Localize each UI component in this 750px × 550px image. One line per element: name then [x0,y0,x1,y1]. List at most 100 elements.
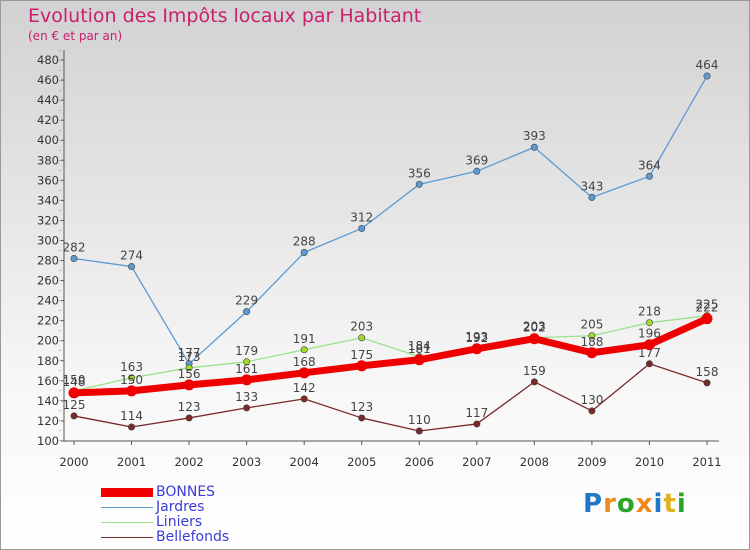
data-point-jardres [530,143,538,151]
data-label-bellefonds: 177 [638,346,661,360]
data-point-bonnes [126,385,138,397]
data-label-bonnes: 175 [350,348,373,362]
data-label-jardres: 282 [63,241,86,255]
data-point-bonnes [528,333,540,345]
data-label-jardres: 364 [638,158,661,172]
y-tick-label: 380 [37,153,59,167]
data-point-bonnes [68,387,80,399]
data-point-bellefonds [473,420,481,428]
series-line-bellefonds [73,363,708,432]
data-label-jardres: 369 [465,153,488,167]
data-label-liniers: 173 [178,350,201,364]
logo-letter: x [635,489,654,519]
data-label-liniers: 203 [523,320,546,334]
y-tick-label: 400 [37,133,59,147]
y-tick-label: 460 [37,73,59,87]
y-tick-label: 180 [37,354,59,368]
data-point-jardres [588,193,596,201]
data-point-bonnes [241,374,253,386]
y-tick-label: 140 [37,394,59,408]
data-point-bellefonds [645,360,653,368]
y-tick-label: 120 [37,414,59,428]
series-line-liniers [73,315,708,392]
legend-swatch-bellefonds [101,537,153,538]
data-label-bellefonds: 159 [523,364,546,378]
data-label-liniers: 150 [63,373,86,387]
x-tick-label: 2006 [405,455,434,469]
data-point-jardres [128,263,136,271]
chart-title: Evolution des Impôts locaux par Habitant [28,5,422,27]
x-tick-label: 2001 [117,455,146,469]
data-label-bonnes: 181 [408,342,431,356]
data-label-bellefonds: 123 [350,400,373,414]
data-point-bonnes [586,347,598,359]
data-label-bonnes: 192 [465,331,488,345]
data-point-jardres [70,255,78,263]
data-label-bellefonds: 110 [408,413,431,427]
y-tick-label: 220 [37,314,59,328]
series-line-bonnes [70,315,711,397]
data-label-liniers: 193 [465,330,488,344]
data-point-liniers [243,358,251,366]
data-point-jardres [243,308,251,316]
data-label-bellefonds: 133 [235,390,258,404]
data-point-bellefonds [243,404,251,412]
proxiti-logo: Proxiti [583,489,687,519]
data-point-bellefonds [588,407,596,415]
data-label-bonnes: 222 [696,301,719,315]
data-point-liniers [185,364,193,372]
y-tick-label: 280 [37,254,59,268]
data-label-bellefonds: 114 [120,409,143,423]
data-label-jardres: 177 [178,346,201,360]
data-point-jardres [415,180,423,188]
y-tick-label: 440 [37,93,59,107]
data-point-bellefonds [300,395,308,403]
data-point-liniers [358,334,366,342]
data-point-bellefonds [185,414,193,422]
data-label-jardres: 274 [120,249,143,263]
data-point-liniers [588,332,596,340]
data-point-bellefonds [128,423,136,431]
data-point-jardres [703,72,711,80]
data-label-bonnes: 156 [178,367,201,381]
data-point-bonnes [471,343,483,355]
x-tick-label: 2007 [462,455,491,469]
logo-letter: r [603,489,617,519]
x-tick-label: 2005 [347,455,376,469]
logo-letter: i [653,489,664,519]
data-label-bellefonds: 125 [63,398,86,412]
legend-label-bonnes: BONNES [156,484,216,500]
data-label-liniers: 191 [293,332,316,346]
data-label-bellefonds: 123 [178,400,201,414]
data-label-bonnes: 148 [63,375,86,389]
y-tick-label: 480 [37,53,59,67]
data-point-bellefonds [70,412,78,420]
data-point-jardres [473,167,481,175]
data-label-bonnes: 161 [235,362,258,376]
legend-label-jardres: Jardres [156,499,205,515]
x-tick-label: 2004 [290,455,319,469]
legend-swatch-bonnes [101,488,153,497]
legend-label-bellefonds: Bellefonds [156,529,230,545]
data-point-bonnes [298,367,310,379]
data-point-bonnes [701,313,713,325]
x-tick-label: 2011 [692,455,721,469]
data-point-bellefonds [415,427,423,435]
y-tick-label: 320 [37,213,59,227]
y-tick-label: 340 [37,193,59,207]
data-point-liniers [128,374,136,382]
data-label-bonnes: 168 [293,355,316,369]
x-tick-label: 2003 [232,455,261,469]
y-tick-label: 100 [37,434,59,448]
data-label-bellefonds: 117 [465,406,488,420]
x-tick-label: 2009 [577,455,606,469]
y-tick-label: 360 [37,173,59,187]
logo-letter: o [616,489,636,519]
data-label-bellefonds: 158 [696,365,719,379]
y-tick-label: 200 [37,334,59,348]
data-label-liniers: 218 [638,305,661,319]
data-label-bonnes: 202 [523,321,546,335]
legend-swatch-liniers [101,522,153,523]
y-tick-label: 260 [37,274,59,288]
